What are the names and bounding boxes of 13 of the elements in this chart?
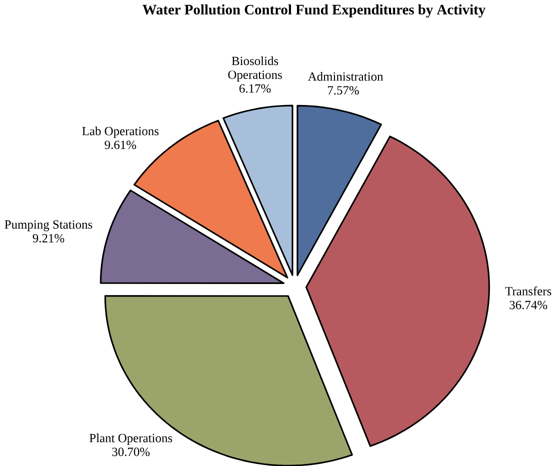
slice-label: Lab Operations bbox=[82, 126, 159, 138]
data-label: 36.74% bbox=[510, 300, 548, 310]
data-label: 6.17% bbox=[239, 84, 271, 93]
data-label: 30.70% bbox=[112, 447, 150, 456]
slice-label: Biosolids Operations bbox=[228, 56, 282, 82]
slice-label: Administration bbox=[308, 72, 384, 81]
slice-label: Plant Operations bbox=[90, 433, 172, 445]
slice-label: Transfers bbox=[505, 286, 552, 296]
data-label: 7.57% bbox=[328, 86, 359, 94]
data-label: 9.61% bbox=[104, 140, 136, 149]
data-label: 9.21% bbox=[32, 234, 64, 242]
chart-title: Water Pollution Control Fund Expenditures by Activity bbox=[142, 4, 486, 18]
slice-label: Pumping Stations bbox=[4, 220, 92, 232]
